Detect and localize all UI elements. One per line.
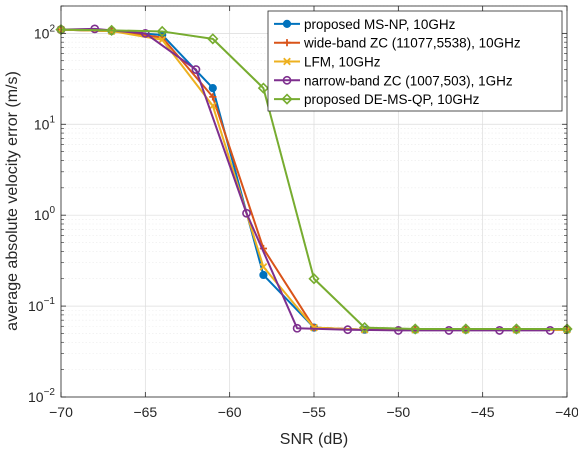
legend: proposed MS-NP, 10GHz wide-band ZC (11077…	[267, 10, 563, 112]
data-point	[343, 325, 353, 335]
data-point	[283, 57, 291, 66]
y-tick-label: 100	[34, 205, 56, 223]
x-tick-label: −70	[49, 404, 73, 420]
y-tick-label: 102	[34, 23, 56, 41]
data-point	[460, 323, 472, 335]
legend-label: proposed DE-MS-QP, 10GHz	[304, 92, 480, 107]
y-tick-label: 101	[34, 114, 56, 132]
data-point	[292, 323, 302, 333]
legend-item: wide-band ZC (11077,5538), 10GHz	[274, 36, 521, 51]
data-point	[208, 101, 217, 110]
series-line	[60, 27, 551, 332]
legend-box	[267, 10, 563, 112]
data-point	[90, 24, 100, 34]
data-point	[191, 65, 201, 74]
legend-item: proposed MS-NP, 10GHz	[274, 17, 456, 32]
x-axis-label: SNR (dB)	[280, 431, 348, 448]
data-point	[259, 270, 268, 280]
data-point	[308, 273, 320, 285]
data-point	[282, 75, 292, 85]
series-layer	[55, 23, 573, 335]
x-tick-label: −45	[471, 404, 495, 420]
data-point	[208, 83, 217, 93]
y-axis-label: average absolute velocity error (m/s)	[4, 71, 21, 331]
x-tick-label: −65	[133, 404, 157, 420]
x-tick-label: −60	[218, 404, 242, 420]
x-tick-label: −50	[386, 404, 410, 420]
data-point	[283, 39, 291, 47]
data-point	[259, 263, 268, 271]
legend-label: proposed MS-NP, 10GHz	[304, 17, 456, 32]
data-point	[281, 93, 293, 105]
data-point	[444, 326, 454, 335]
y-tick-label: 10−1	[28, 296, 55, 314]
legend-label: LFM, 10GHz	[304, 55, 381, 70]
x-tick-label: −55	[302, 404, 326, 420]
data-point	[209, 93, 217, 101]
data-point	[140, 28, 150, 38]
data-point	[510, 323, 523, 335]
data-point	[409, 323, 421, 335]
series-4	[56, 24, 555, 335]
data-point	[105, 24, 118, 36]
data-point	[495, 326, 504, 335]
data-point	[156, 25, 168, 38]
data-point	[358, 321, 371, 334]
legend-label: wide-band ZC (11077,5538), 10GHz	[303, 36, 521, 51]
data-point	[282, 19, 292, 28]
data-point	[207, 33, 219, 45]
legend-item: proposed DE-MS-QP, 10GHz	[274, 92, 480, 107]
data-point	[257, 82, 270, 94]
x-tick-label: −40	[555, 404, 578, 420]
data-point	[242, 208, 251, 218]
data-point	[393, 326, 403, 335]
data-point	[545, 326, 555, 335]
y-tick-label: 10−2	[28, 387, 55, 405]
legend-item: narrow-band ZC (1007,503), 1GHz	[274, 73, 513, 88]
data-point	[158, 35, 167, 44]
series-line	[60, 28, 567, 330]
legend-label: narrow-band ZC (1007,503), 1GHz	[304, 73, 513, 88]
legend-item: LFM, 10GHz	[274, 55, 381, 70]
ticks: −70 −65 −60 −55 −50 −45 −40 10−2 10−1 100 101 102	[28, 5, 578, 420]
